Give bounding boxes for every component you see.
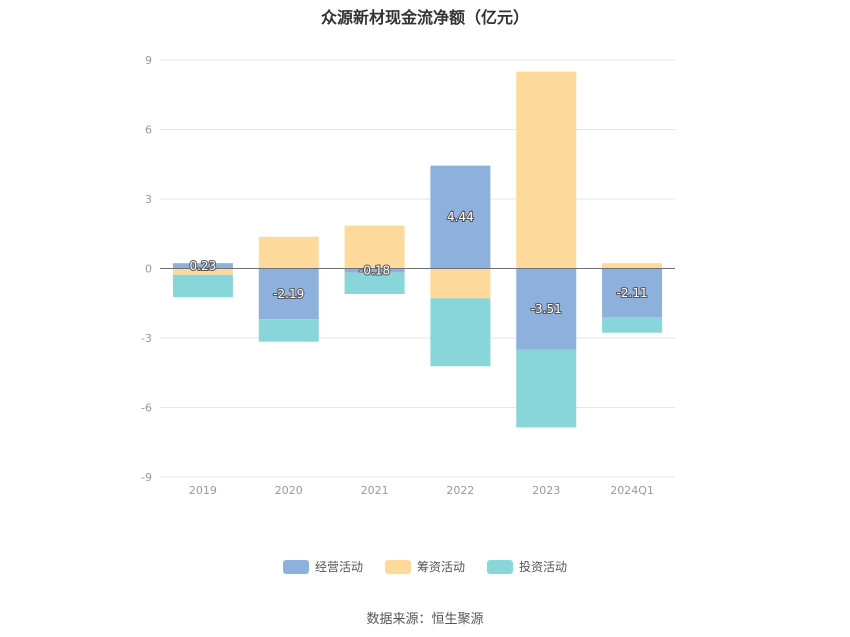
legend-swatch: [487, 559, 513, 574]
legend-item[interactable]: 投资活动: [487, 558, 567, 575]
bar-investing: [344, 272, 405, 294]
data-label: -2.19: [273, 287, 304, 301]
legend-label: 投资活动: [519, 560, 568, 574]
legend-label: 经营活动: [314, 560, 363, 574]
bar-operating: [344, 268, 405, 273]
x-tick-label: 2019: [189, 484, 217, 497]
bar-operating: [602, 268, 663, 318]
x-tick-label: 2021: [361, 484, 389, 497]
bar-operating: [516, 268, 577, 350]
bar-investing: [602, 317, 663, 333]
y-tick-label: 3: [145, 193, 152, 206]
data-labels: 0.23 -2.19 -0.18 4.44 -3.51 -2.11: [189, 209, 649, 317]
data-label: -0.18: [359, 264, 390, 278]
x-tick-label: 2020: [275, 484, 303, 497]
y-axis-ticks: 9 6 3 0 -3 -6 -9: [141, 54, 152, 484]
bar-investing: [258, 319, 319, 342]
grid-lines: [160, 59, 675, 478]
x-tick-label: 2024Q1: [610, 484, 654, 497]
y-tick-label: 6: [145, 124, 152, 137]
x-axis-ticks: 2019 2020 2021 2022 2023 2024Q1: [189, 484, 654, 497]
legend-label: 筹资活动: [416, 560, 465, 574]
bar-financing: [344, 225, 405, 269]
bar-operating: [172, 263, 233, 269]
data-label: 0.23: [190, 259, 217, 273]
bar-financing: [516, 71, 577, 269]
y-tick-label: 9: [145, 54, 152, 67]
x-tick-label: 2023: [532, 484, 560, 497]
bar-investing: [516, 349, 577, 428]
data-label: -3.51: [531, 302, 562, 316]
y-tick-label: -9: [141, 471, 152, 484]
data-label: 4.44: [447, 210, 474, 224]
y-tick-label: -6: [141, 402, 152, 415]
legend-swatch: [282, 559, 309, 574]
bar-operating: [258, 268, 319, 320]
y-tick-label: -3: [141, 332, 152, 345]
bar-investing: [430, 298, 491, 367]
source-note: 数据来源：恒生聚源: [366, 612, 484, 627]
chart-title: 众源新材现金流净额（亿元）: [320, 8, 529, 27]
bar-operating: [430, 165, 491, 269]
bar-investing: [172, 274, 233, 298]
bar-financing: [258, 236, 319, 269]
y-tick-label: 0: [145, 263, 152, 276]
legend-item[interactable]: 经营活动: [282, 558, 363, 575]
legend-item[interactable]: 筹资活动: [384, 558, 465, 575]
data-label: -2.11: [617, 286, 648, 300]
bar-financing: [602, 263, 663, 269]
bar-financing: [430, 268, 491, 299]
x-tick-label: 2022: [446, 484, 474, 497]
legend-swatch: [384, 559, 411, 574]
legend: 经营活动 筹资活动 投资活动: [0, 558, 850, 575]
bar-financing: [172, 268, 233, 275]
bars: [172, 71, 663, 428]
